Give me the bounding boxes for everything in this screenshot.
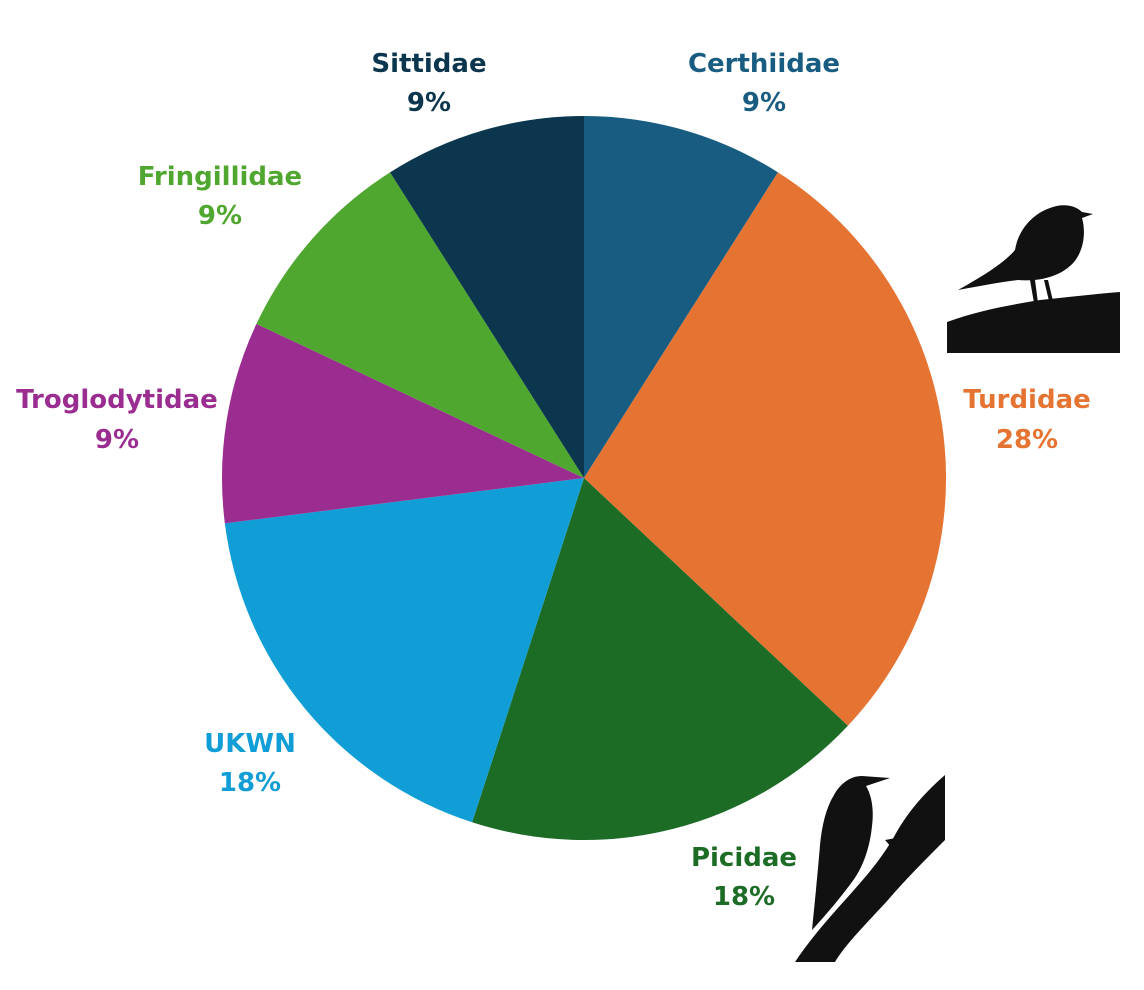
slice-label-troglodytidae: Troglodytidae bbox=[16, 385, 218, 415]
pie-slice-ukwn bbox=[224, 478, 584, 823]
slice-value-turdidae: 28% bbox=[996, 425, 1058, 455]
slice-value-ukwn: 18% bbox=[219, 768, 281, 798]
slice-value-troglodytidae: 9% bbox=[95, 425, 139, 455]
thrush-silhouette-icon bbox=[947, 205, 1120, 353]
pie-slice-picidae bbox=[472, 478, 848, 840]
woodpecker-silhouette-icon bbox=[795, 775, 945, 962]
slice-label-certhiidae: Certhiidae bbox=[688, 49, 840, 79]
pie-slice-sittidae bbox=[390, 115, 584, 478]
slice-value-certhiidae: 9% bbox=[742, 88, 786, 118]
slice-label-ukwn: UKWN bbox=[204, 729, 296, 759]
slice-value-picidae: 18% bbox=[713, 882, 775, 912]
pie-slice-certhiidae bbox=[584, 116, 778, 478]
pie-slices bbox=[221, 115, 947, 840]
pie-labels: Certhiidae 9% Turdidae 28% Picidae 18% UKWN 18%… bbox=[16, 49, 1091, 912]
slice-value-sittidae: 9% bbox=[407, 88, 451, 118]
pie-slice-troglodytidae bbox=[221, 323, 584, 524]
slice-label-sittidae: Sittidae bbox=[371, 49, 486, 79]
pie-slice-fringillidae bbox=[256, 172, 584, 478]
slice-label-turdidae: Turdidae bbox=[963, 385, 1091, 415]
pie-slice-turdidae bbox=[584, 172, 947, 726]
slice-label-fringillidae: Fringillidae bbox=[138, 162, 302, 192]
slice-value-fringillidae: 9% bbox=[198, 201, 242, 231]
slice-label-picidae: Picidae bbox=[691, 843, 797, 873]
